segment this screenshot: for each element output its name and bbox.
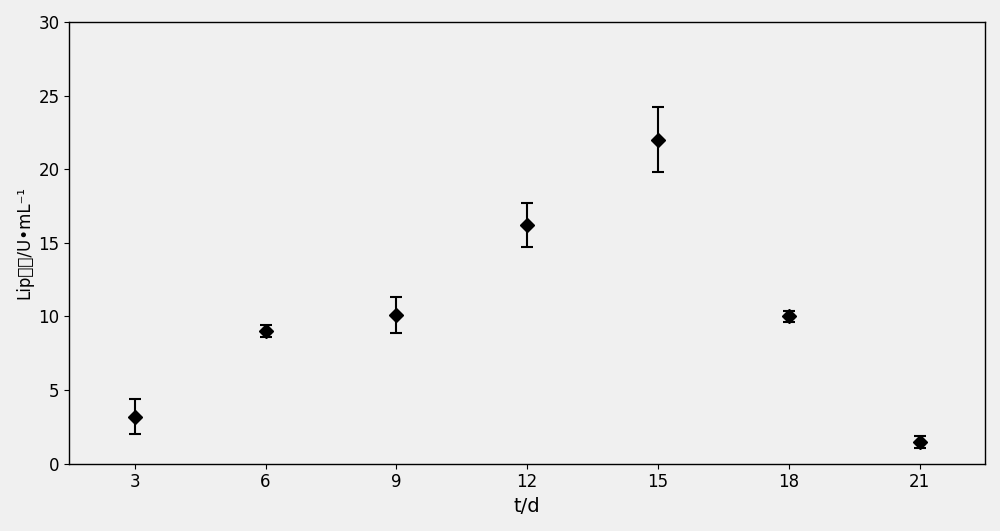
- Y-axis label: Lip酶活/U•mL⁻¹: Lip酶活/U•mL⁻¹: [15, 186, 33, 299]
- X-axis label: t/d: t/d: [514, 497, 541, 516]
